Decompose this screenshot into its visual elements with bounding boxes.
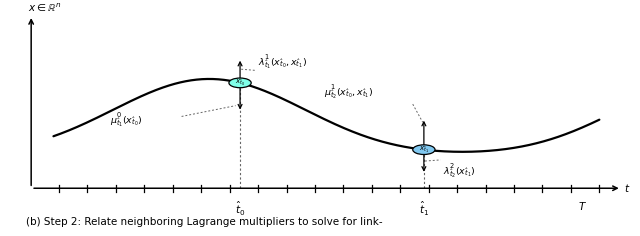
Text: $T$: $T$ xyxy=(578,200,587,212)
Text: $\hat{t}_0$: $\hat{t}_0$ xyxy=(235,200,245,218)
Text: $\mu^{1}_{\hat{t}_2}(x_{\hat{t}_0}, x_{\hat{t}_1})$: $\mu^{1}_{\hat{t}_2}(x_{\hat{t}_0}, x_{\… xyxy=(324,82,372,101)
Text: (b) Step 2: Relate neighboring Lagrange multipliers to solve for link-: (b) Step 2: Relate neighboring Lagrange … xyxy=(26,217,382,227)
Text: $t$: $t$ xyxy=(625,182,631,194)
Text: $\lambda^{2}_{\hat{t}_2}(x_{\hat{t}_1})$: $\lambda^{2}_{\hat{t}_2}(x_{\hat{t}_1})$ xyxy=(444,161,476,180)
Text: $\lambda^{1}_{\hat{t}_1}(x_{\hat{t}_0}, x_{\hat{t}_1})$: $\lambda^{1}_{\hat{t}_1}(x_{\hat{t}_0}, … xyxy=(258,53,307,72)
Ellipse shape xyxy=(229,78,251,88)
Text: $\hat{t}_1$: $\hat{t}_1$ xyxy=(419,200,429,218)
Text: $x_{\hat{t}_1}$: $x_{\hat{t}_1}$ xyxy=(419,144,429,155)
Text: $\mu^{0}_{\hat{t}_1}(x_{\hat{t}_0})$: $\mu^{0}_{\hat{t}_1}(x_{\hat{t}_0})$ xyxy=(110,110,143,129)
Ellipse shape xyxy=(413,145,435,155)
Text: $x \in \mathbb{R}^n$: $x \in \mathbb{R}^n$ xyxy=(28,2,61,14)
Text: $x_{\hat{t}_0}$: $x_{\hat{t}_0}$ xyxy=(235,77,245,88)
